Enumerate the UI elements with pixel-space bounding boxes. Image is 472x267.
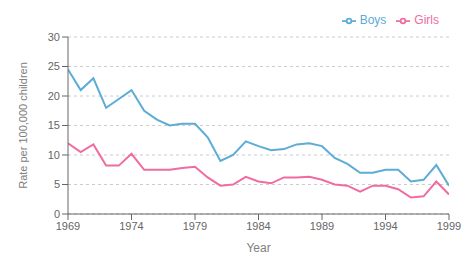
svg-text:1999: 1999 — [437, 220, 461, 232]
svg-text:10: 10 — [48, 149, 60, 161]
svg-text:Rate per 100,000 children: Rate per 100,000 children — [17, 62, 29, 189]
svg-text:20: 20 — [48, 90, 60, 102]
svg-text:1974: 1974 — [119, 220, 143, 232]
svg-text:1969: 1969 — [56, 220, 80, 232]
svg-text:Year: Year — [246, 241, 270, 255]
svg-text:5: 5 — [54, 178, 60, 190]
svg-text:0: 0 — [54, 208, 60, 220]
svg-text:25: 25 — [48, 60, 60, 72]
svg-text:1984: 1984 — [246, 220, 270, 232]
svg-text:15: 15 — [48, 119, 60, 131]
svg-text:1989: 1989 — [310, 220, 334, 232]
svg-text:1994: 1994 — [373, 220, 397, 232]
svg-text:30: 30 — [48, 31, 60, 43]
html-text:Boys: Boys — [359, 13, 387, 27]
html-text:Girls: Girls — [414, 13, 439, 27]
svg-text:1979: 1979 — [183, 220, 207, 232]
